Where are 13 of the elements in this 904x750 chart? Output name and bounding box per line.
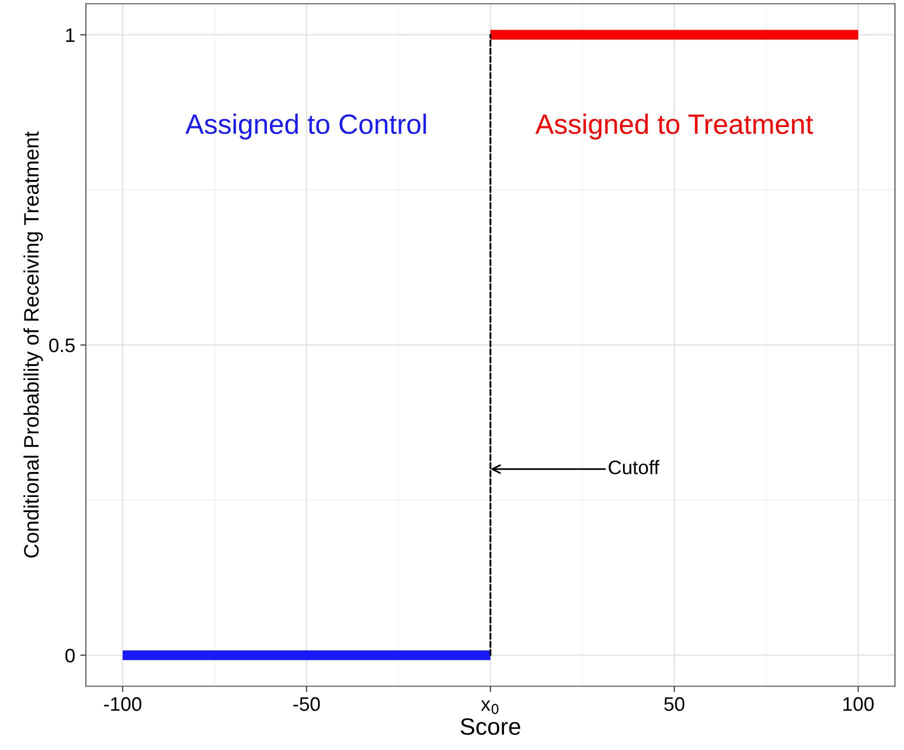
annotation: Cutoff (608, 460, 660, 474)
text: Assigned to Control (185, 114, 426, 140)
y-axis-title: Conditional Probability of Receiving Treatment (23, 131, 43, 558)
x-tick-label: x$_{0}$ (481, 700, 498, 714)
x-axis-title: Score (460, 718, 520, 735)
x-tick-label: 100 (843, 697, 874, 711)
x-tick-label: -100 (104, 697, 142, 711)
y-tick-label: 1 (66, 28, 75, 42)
x-tick-label: 50 (664, 697, 684, 711)
x-tick-label: -50 (293, 697, 320, 711)
y-tick-label: 0 (65, 648, 75, 662)
y-tick-label: 0.5 (49, 338, 75, 352)
text: Assigned to Treatment (535, 114, 814, 140)
